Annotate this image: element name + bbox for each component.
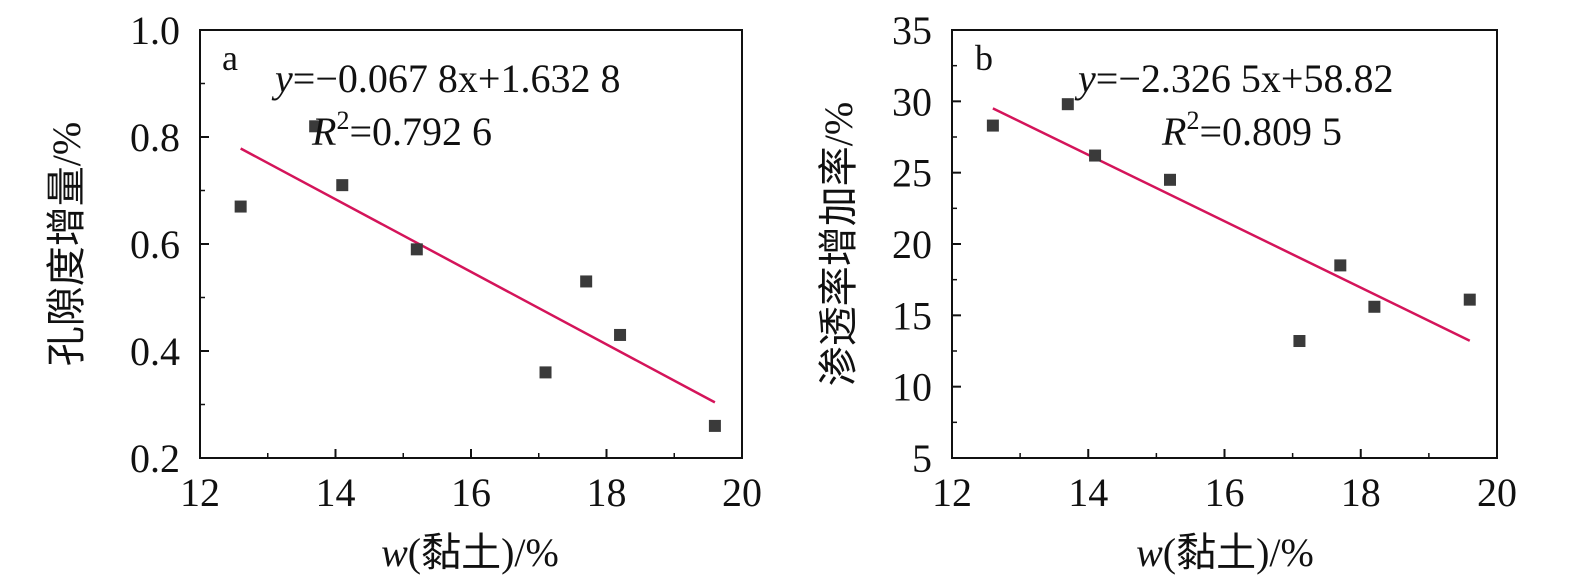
y-tick-label: 5 — [912, 436, 932, 481]
x-tick-label: 14 — [1068, 470, 1108, 515]
data-point — [1334, 259, 1347, 272]
r-value: =0.809 5 — [1199, 109, 1342, 154]
x-tick-label: 16 — [1205, 470, 1245, 515]
r-squared: R2=0.792 6 — [311, 106, 492, 154]
data-point — [986, 119, 999, 132]
y-tick-label: 0.4 — [130, 329, 180, 374]
panel-b: 12 14 16 18 20 5 10 15 20 25 30 35 b y=−2.326 5x+58.8… — [816, 8, 1517, 575]
data-point — [614, 328, 627, 341]
x-tick-label: 18 — [587, 470, 627, 515]
data-point — [1089, 149, 1102, 162]
y-tick-label: 0.8 — [130, 115, 180, 160]
data-point — [309, 120, 322, 133]
equation-y-var: y — [271, 56, 293, 101]
y-tick-label: 0.6 — [130, 222, 180, 267]
x-axis-label: w(黏土)/% — [1136, 530, 1314, 575]
y-tick-label: 15 — [892, 293, 932, 338]
x-tick-label: 18 — [1341, 470, 1381, 515]
x-tick-label: 20 — [1477, 470, 1517, 515]
y-tick-label: 1.0 — [130, 8, 180, 53]
fit-line — [992, 107, 1471, 342]
data-point — [1061, 98, 1074, 111]
x-tick-label: 20 — [722, 470, 762, 515]
y-tick-label: 10 — [892, 365, 932, 410]
y-axis-label: 孔隙度增量/% — [44, 122, 89, 366]
x-tick-label: 12 — [932, 470, 972, 515]
fit-equation: y=−0.067 8x+1.632 8 — [271, 56, 620, 101]
x-axis-unit: (黏土)/% — [1163, 530, 1314, 575]
data-point — [1293, 335, 1306, 348]
equation-body: =−2.326 5x+58.82 — [1096, 56, 1394, 101]
r-superscript: 2 — [1186, 106, 1199, 135]
x-tick-label: 14 — [316, 470, 356, 515]
panel-label: b — [975, 38, 993, 78]
data-point — [336, 179, 349, 192]
x-axis-var: w — [381, 530, 408, 575]
y-tick-label: 0.2 — [130, 436, 180, 481]
data-point — [708, 419, 721, 432]
panel-label: a — [222, 38, 238, 78]
data-point — [1164, 173, 1176, 186]
x-axis-unit: (黏土)/% — [408, 530, 559, 575]
r-squared: R2=0.809 5 — [1161, 106, 1342, 154]
r-value: =0.792 6 — [349, 109, 492, 154]
y-tick-label: 35 — [892, 8, 932, 53]
x-tick-label: 12 — [180, 470, 220, 515]
data-point — [234, 200, 247, 213]
data-point — [1368, 300, 1381, 313]
r-var: R — [311, 109, 336, 154]
equation-body: =−0.067 8x+1.632 8 — [293, 56, 621, 101]
data-point — [410, 243, 423, 256]
x-axis-var: w — [1136, 530, 1163, 575]
fit-equation: y=−2.326 5x+58.82 — [1074, 56, 1393, 101]
y-tick-label: 30 — [892, 79, 932, 124]
x-tick-label: 16 — [451, 470, 491, 515]
data-point — [1463, 293, 1476, 306]
r-var: R — [1161, 109, 1186, 154]
y-tick-label: 20 — [892, 222, 932, 267]
y-axis-label: 渗透率增加率/% — [816, 102, 861, 386]
x-axis-label: w(黏土)/% — [381, 530, 559, 575]
data-point — [539, 366, 552, 379]
panel-a: 12 14 16 18 200.20.40.60.81.0a y=−0.067 8x+1.… — [44, 8, 762, 575]
y-tick-label: 25 — [892, 151, 932, 196]
equation-y-var: y — [1074, 56, 1096, 101]
data-point — [580, 275, 593, 288]
fit-line — [240, 147, 716, 404]
r-superscript: 2 — [336, 106, 349, 135]
